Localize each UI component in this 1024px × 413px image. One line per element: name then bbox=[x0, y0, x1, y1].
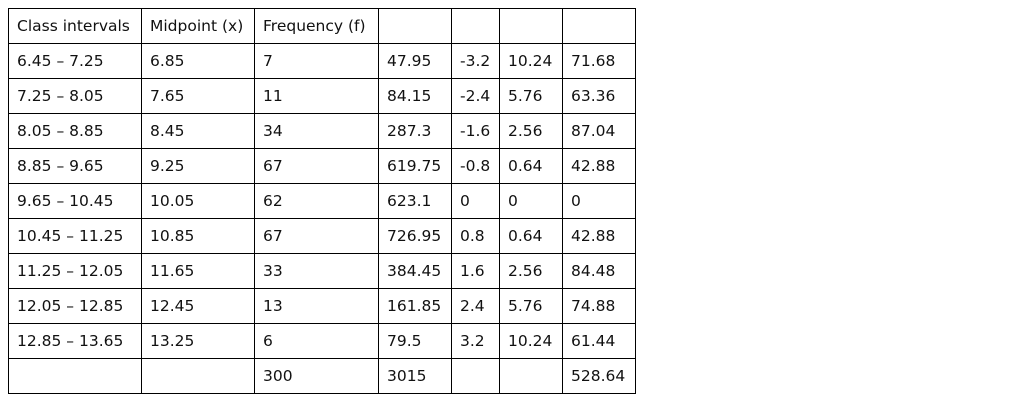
table-cell: 6.45 – 7.25 bbox=[8, 43, 142, 79]
table-cell: 0 bbox=[451, 183, 500, 219]
table-cell: 9.25 bbox=[141, 148, 255, 184]
table-row: 12.85 – 13.65 13.25 6 79.5 3.2 10.24 61.44 bbox=[8, 323, 636, 359]
table-cell: 384.45 bbox=[378, 253, 452, 289]
table-cell bbox=[451, 8, 500, 44]
table-cell: 1.6 bbox=[451, 253, 500, 289]
table-cell: 2.4 bbox=[451, 288, 500, 324]
table-cell bbox=[499, 8, 563, 44]
table-cell: 726.95 bbox=[378, 218, 452, 254]
table-cell: 300 bbox=[254, 358, 379, 394]
table-cell: 13.25 bbox=[141, 323, 255, 359]
table-cell: 13 bbox=[254, 288, 379, 324]
table-cell: 7 bbox=[254, 43, 379, 79]
table-cell: 7.25 – 8.05 bbox=[8, 78, 142, 114]
table-cell: 11.65 bbox=[141, 253, 255, 289]
table-cell: -1.6 bbox=[451, 113, 500, 149]
table-cell: 34 bbox=[254, 113, 379, 149]
table-cell: 2.56 bbox=[499, 253, 563, 289]
table-cell: Midpoint (x) bbox=[141, 8, 255, 44]
table-cell: 12.05 – 12.85 bbox=[8, 288, 142, 324]
table-cell: -0.8 bbox=[451, 148, 500, 184]
table-cell: 67 bbox=[254, 218, 379, 254]
table-cell: -3.2 bbox=[451, 43, 500, 79]
table-row: 11.25 – 12.05 11.65 33 384.45 1.6 2.56 84.48 bbox=[8, 253, 636, 289]
table-cell bbox=[378, 8, 452, 44]
table-cell: 8.05 – 8.85 bbox=[8, 113, 142, 149]
table-cell: 84.48 bbox=[562, 253, 636, 289]
table-cell: 33 bbox=[254, 253, 379, 289]
table-cell: 10.45 – 11.25 bbox=[8, 218, 142, 254]
table-cell: 619.75 bbox=[378, 148, 452, 184]
table-cell: 0.8 bbox=[451, 218, 500, 254]
table-cell: 528.64 bbox=[562, 358, 636, 394]
table-cell: 63.36 bbox=[562, 78, 636, 114]
table-cell: 3.2 bbox=[451, 323, 500, 359]
table-cell: 71.68 bbox=[562, 43, 636, 79]
table-cell: 6.85 bbox=[141, 43, 255, 79]
table-cell: 7.65 bbox=[141, 78, 255, 114]
table-cell: 5.76 bbox=[499, 288, 563, 324]
table-cell: 10.24 bbox=[499, 43, 563, 79]
table-cell: 8.85 – 9.65 bbox=[8, 148, 142, 184]
table-cell bbox=[141, 358, 255, 394]
table-row: 8.05 – 8.85 8.45 34 287.3 -1.6 2.56 87.04 bbox=[8, 113, 636, 149]
table-cell: 12.45 bbox=[141, 288, 255, 324]
table-cell bbox=[562, 8, 636, 44]
table-cell: 9.65 – 10.45 bbox=[8, 183, 142, 219]
table-cell: 67 bbox=[254, 148, 379, 184]
table-cell: 74.88 bbox=[562, 288, 636, 324]
table-cell: 10.24 bbox=[499, 323, 563, 359]
table-cell: 61.44 bbox=[562, 323, 636, 359]
table-cell: 2.56 bbox=[499, 113, 563, 149]
table-cell: 79.5 bbox=[378, 323, 452, 359]
table-row: 300 3015 528.64 bbox=[8, 358, 636, 394]
table-cell: 287.3 bbox=[378, 113, 452, 149]
table-row: 10.45 – 11.25 10.85 67 726.95 0.8 0.64 42.88 bbox=[8, 218, 636, 254]
table-cell bbox=[499, 358, 563, 394]
table-cell: 0 bbox=[562, 183, 636, 219]
table-cell: 47.95 bbox=[378, 43, 452, 79]
table-cell: 6 bbox=[254, 323, 379, 359]
table-cell: 11 bbox=[254, 78, 379, 114]
table-cell: 3015 bbox=[378, 358, 452, 394]
table-cell bbox=[8, 358, 142, 394]
table-cell: 62 bbox=[254, 183, 379, 219]
table-cell: Class intervals bbox=[8, 8, 142, 44]
table-cell: 161.85 bbox=[378, 288, 452, 324]
table-cell: -2.4 bbox=[451, 78, 500, 114]
table-row: 12.05 – 12.85 12.45 13 161.85 2.4 5.76 74.88 bbox=[8, 288, 636, 324]
table-cell: 8.45 bbox=[141, 113, 255, 149]
table-cell: 623.1 bbox=[378, 183, 452, 219]
table-cell: 0.64 bbox=[499, 148, 563, 184]
table-cell: 10.05 bbox=[141, 183, 255, 219]
table-cell bbox=[451, 358, 500, 394]
header-row: Class intervals Midpoint (x) Frequency (f) bbox=[8, 8, 636, 44]
table-cell: 0.64 bbox=[499, 218, 563, 254]
table-cell: 42.88 bbox=[562, 148, 636, 184]
table-cell: 12.85 – 13.65 bbox=[8, 323, 142, 359]
table-cell: 42.88 bbox=[562, 218, 636, 254]
table-row: 7.25 – 8.05 7.65 11 84.15 -2.4 5.76 63.36 bbox=[8, 78, 636, 114]
table-cell: 10.85 bbox=[141, 218, 255, 254]
table-cell: 11.25 – 12.05 bbox=[8, 253, 142, 289]
table-row: 9.65 – 10.45 10.05 62 623.1 0 0 0 bbox=[8, 183, 636, 219]
table-cell: 5.76 bbox=[499, 78, 563, 114]
table-cell: 0 bbox=[499, 183, 563, 219]
table-cell: Frequency (f) bbox=[254, 8, 379, 44]
frequency-table: Class intervals Midpoint (x) Frequency (f)… bbox=[8, 8, 636, 394]
table-row: 8.85 – 9.65 9.25 67 619.75 -0.8 0.64 42.88 bbox=[8, 148, 636, 184]
table-cell: 87.04 bbox=[562, 113, 636, 149]
table-row: 6.45 – 7.25 6.85 7 47.95 -3.2 10.24 71.68 bbox=[8, 43, 636, 79]
table-cell: 84.15 bbox=[378, 78, 452, 114]
